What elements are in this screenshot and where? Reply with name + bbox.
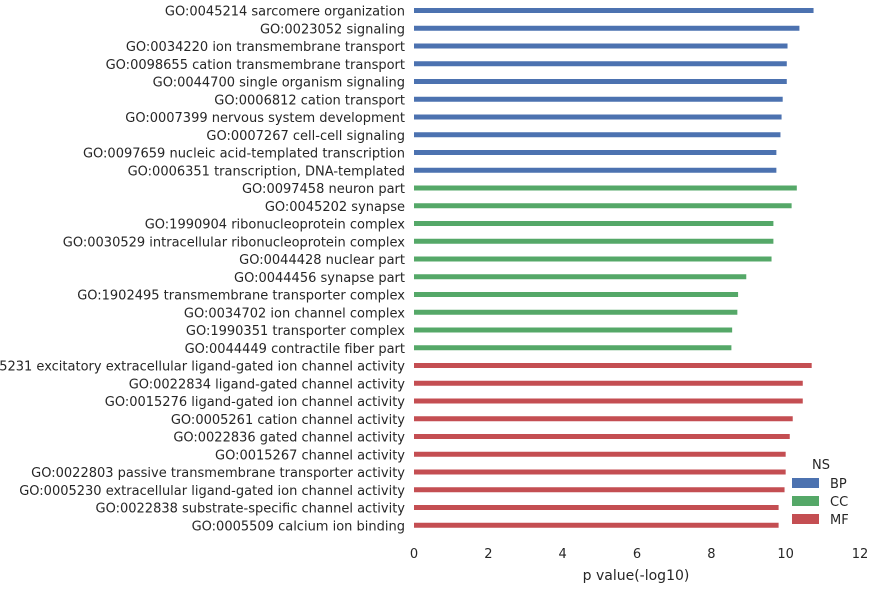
- bar-bp: [414, 167, 777, 173]
- x-tick-label: 8: [707, 547, 715, 562]
- category-label: GO:0023052 signaling: [260, 22, 405, 37]
- bar-bp: [414, 61, 787, 67]
- bar-mf: [414, 451, 786, 457]
- x-tick-label: 0: [410, 547, 418, 562]
- bar-bp: [414, 150, 777, 155]
- bar-bp: [414, 96, 783, 102]
- bars-layer: [414, 8, 814, 528]
- x-axis: 0 2 4 6 8 10 12: [410, 547, 868, 562]
- bar-cc: [414, 256, 772, 262]
- category-label: GO:0097458 neuron part: [242, 182, 405, 197]
- category-label: GO:0005509 calcium ion binding: [192, 519, 405, 534]
- x-axis-label: p value(-log10): [583, 568, 690, 584]
- legend-label: CC: [830, 495, 848, 510]
- legend-label: MF: [830, 513, 849, 528]
- legend-swatch: [792, 514, 819, 524]
- category-label: GO:0044700 single organism signaling: [153, 76, 405, 91]
- bar-mf: [414, 487, 785, 493]
- bar-cc: [414, 309, 738, 315]
- x-tick-label: 12: [852, 547, 869, 562]
- bar-mf: [414, 416, 793, 422]
- category-label: GO:0022838 substrate-specific channel ac…: [96, 502, 406, 517]
- category-label: GO:1902495 transmembrane transporter com…: [77, 289, 405, 304]
- legend-label: BP: [830, 477, 847, 492]
- category-label: GO:0007267 cell-cell signaling: [206, 129, 405, 144]
- bar-cc: [414, 238, 774, 244]
- category-label: GO:0006812 cation transport: [214, 93, 405, 108]
- bar-cc: [414, 345, 732, 351]
- category-label: GO:0022834 ligand-gated channel activity: [129, 377, 406, 392]
- bar-bp: [414, 132, 781, 138]
- category-label: GO:0045202 synapse: [265, 200, 405, 215]
- bar-bp: [414, 114, 782, 120]
- category-label: GO:0034702 ion channel complex: [184, 306, 405, 321]
- bar-bp: [414, 79, 787, 84]
- bar-mf: [414, 434, 790, 439]
- category-label: GO:0044428 nuclear part: [239, 253, 405, 268]
- bar-mf: [414, 505, 779, 510]
- legend-title: NS: [812, 458, 830, 473]
- bar-mf: [414, 363, 812, 368]
- category-label: GO:0045214 sarcomere organization: [165, 5, 405, 20]
- bar-bp: [414, 8, 814, 13]
- bar-mf: [414, 380, 803, 386]
- bar-mf: [414, 522, 779, 528]
- category-label: GO:1990351 transporter complex: [186, 324, 405, 339]
- bar-mf: [414, 469, 786, 475]
- bar-cc: [414, 274, 747, 280]
- bar-cc: [414, 221, 774, 226]
- category-label: GO:0022836 gated channel activity: [173, 431, 405, 446]
- category-label: GO:0022803 passive transmembrane transpo…: [31, 466, 405, 481]
- category-label: GO:0005230 extracellular ligand-gated io…: [19, 484, 405, 499]
- legend-swatch: [792, 496, 819, 506]
- category-label: GO:0044449 contractile fiber part: [185, 342, 405, 357]
- bar-bp: [414, 43, 788, 49]
- category-label: GO:0006351 transcription, DNA-templated: [128, 164, 405, 179]
- category-label: GO:0098655 cation transmembrane transpor…: [106, 58, 405, 73]
- bar-mf: [414, 398, 803, 404]
- bar-cc: [414, 185, 797, 191]
- category-label: GO:0015276 ligand-gated ion channel acti…: [105, 395, 406, 410]
- bar-cc: [414, 292, 739, 297]
- category-label: GO:0034220 ion transmembrane transport: [126, 40, 405, 55]
- x-tick-label: 10: [777, 547, 794, 562]
- x-tick-label: 6: [633, 547, 641, 562]
- legend: NS BP CC MF: [792, 458, 849, 528]
- category-label: GO:0015267 channel activity: [215, 448, 405, 463]
- x-tick-label: 2: [484, 547, 492, 562]
- legend-swatch: [792, 478, 819, 488]
- category-label: GO:0007399 nervous system development: [125, 111, 405, 126]
- bar-cc: [414, 203, 792, 209]
- category-label: GO:0005261 cation channel activity: [171, 413, 405, 428]
- category-label: GO:0044456 synapse part: [234, 271, 405, 286]
- category-label: GO:0097659 nucleic acid-templated transc…: [83, 147, 405, 162]
- category-label: GO:1990904 ribonucleoprotein complex: [145, 218, 406, 233]
- category-label: GO:0005231 excitatory extracellular liga…: [0, 360, 405, 375]
- x-tick-label: 4: [559, 547, 567, 562]
- bar-bp: [414, 25, 800, 31]
- bar-cc: [414, 327, 733, 333]
- category-labels: GO:0045214 sarcomere organization GO:0023…: [0, 5, 405, 535]
- category-label: GO:0030529 intracellular ribonucleoprote…: [63, 235, 406, 250]
